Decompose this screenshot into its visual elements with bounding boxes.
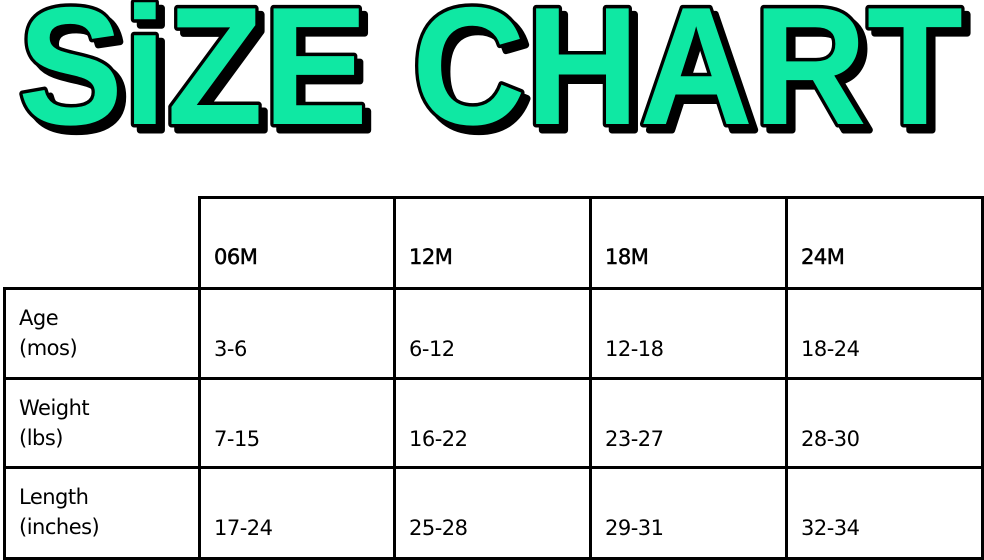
cell-value: 12-18 — [605, 337, 664, 361]
row-label-unit: (mos) — [19, 336, 78, 360]
row-label-unit: (lbs) — [19, 426, 64, 450]
table-cell — [198, 377, 396, 469]
table-cell — [393, 377, 592, 469]
title-text: SiZE CHART — [18, 0, 963, 160]
row-label: Weight — [19, 396, 90, 420]
cell-value: 7-15 — [214, 427, 260, 451]
column-header: 06M — [214, 245, 258, 270]
cell-value: 23-27 — [605, 427, 664, 451]
row-label: Age — [19, 306, 59, 330]
table-cell — [785, 466, 984, 560]
column-header: 24M — [801, 245, 845, 270]
size-chart-title: SiZE CHART — [15, 0, 967, 164]
row-label: Length — [19, 485, 89, 509]
cell-value: 6-12 — [409, 337, 455, 361]
cell-value: 25-28 — [409, 516, 468, 540]
row-label-unit: (inches) — [19, 515, 100, 539]
cell-value: 3-6 — [214, 337, 247, 361]
cell-value: 17-24 — [214, 516, 273, 540]
cell-value: 18-24 — [801, 337, 860, 361]
cell-value: 29-31 — [605, 516, 664, 540]
table-cell — [785, 377, 984, 469]
column-header: 12M — [409, 245, 453, 270]
column-header: 18M — [605, 245, 649, 270]
table-cell — [589, 377, 788, 469]
cell-value: 28-30 — [801, 427, 860, 451]
cell-value: 32-34 — [801, 516, 860, 540]
cell-value: 16-22 — [409, 427, 468, 451]
